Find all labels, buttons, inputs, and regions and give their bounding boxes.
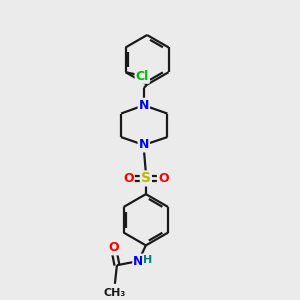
- Text: N: N: [139, 139, 149, 152]
- Text: Cl: Cl: [136, 70, 149, 83]
- Text: O: O: [108, 242, 119, 254]
- Text: O: O: [158, 172, 169, 185]
- Text: H: H: [143, 255, 152, 265]
- Text: N: N: [139, 99, 149, 112]
- Text: S: S: [141, 171, 151, 185]
- Text: N: N: [133, 255, 144, 268]
- Text: O: O: [123, 172, 134, 185]
- Text: CH₃: CH₃: [104, 288, 126, 298]
